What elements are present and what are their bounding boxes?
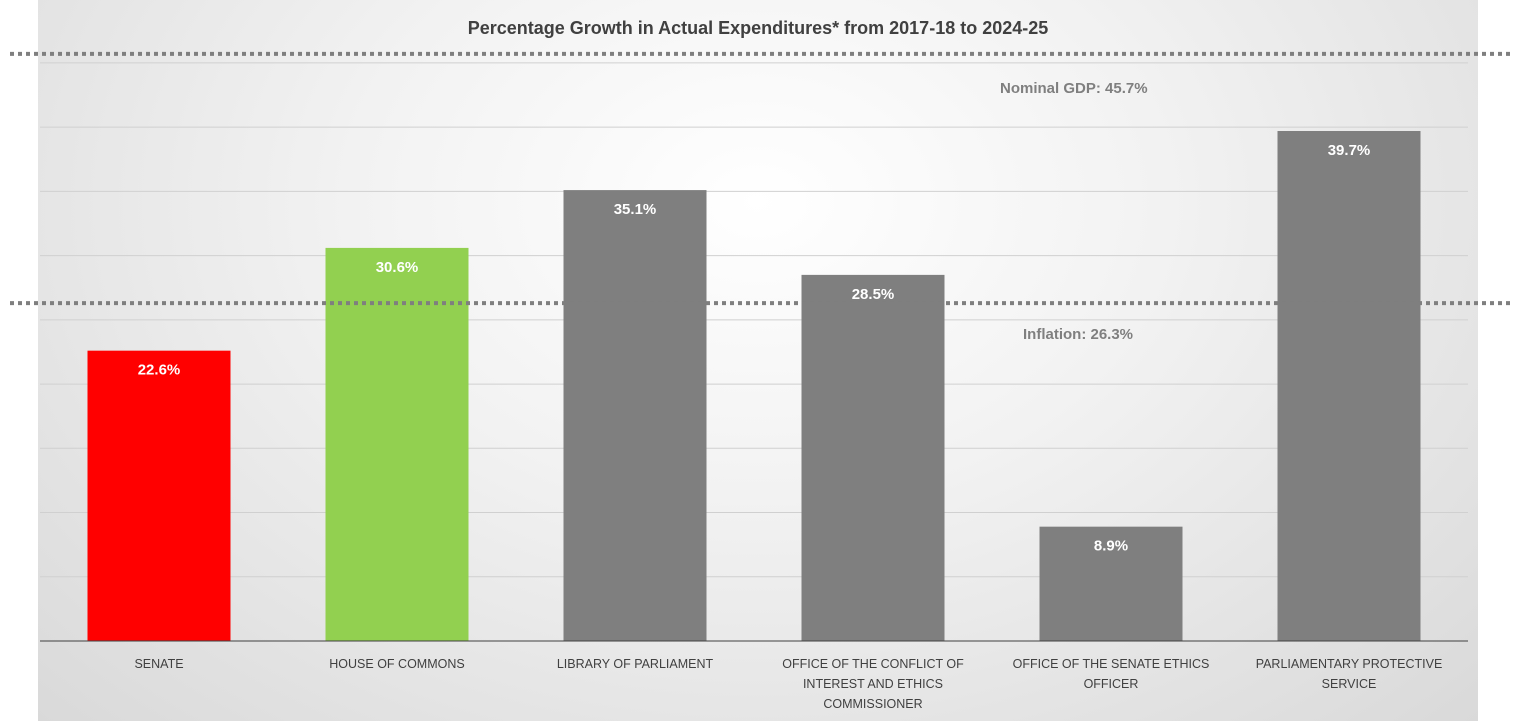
gdp-reference-label: Nominal GDP: 45.7% <box>1000 80 1148 97</box>
data-label: 39.7% <box>1328 142 1371 159</box>
gridlines <box>40 62 1468 578</box>
bar <box>563 190 707 641</box>
data-labels: 22.6% 30.6% 35.1% 28.5% 8.9% 39.7% <box>138 142 1371 555</box>
bar <box>87 350 231 641</box>
bar <box>801 274 945 641</box>
inflation-reference-label: Inflation: 26.3% <box>1023 326 1134 343</box>
bars <box>40 131 1468 642</box>
bar <box>1277 131 1421 641</box>
category-label: LIBRARY OF PARLIAMENT <box>556 657 714 671</box>
category-label: PARLIAMENTARY PROTECTIVE SERVICE <box>1255 657 1443 691</box>
bar <box>1039 526 1183 641</box>
category-label: OFFICE OF THE SENATE ETHICS OFFICER <box>1012 657 1210 691</box>
data-label: 28.5% <box>852 286 895 303</box>
bar <box>325 247 469 641</box>
data-label: 30.6% <box>376 259 419 276</box>
category-label: OFFICE OF THE CONFLICT OF INTEREST AND E… <box>782 657 964 711</box>
data-label: 8.9% <box>1094 538 1128 555</box>
category-label: HOUSE OF COMMONS <box>329 657 465 671</box>
chart-title: Percentage Growth in Actual Expenditures… <box>467 18 1049 38</box>
data-label: 22.6% <box>138 362 181 379</box>
chart-panel <box>38 0 1478 721</box>
data-label: 35.1% <box>614 201 657 218</box>
category-label: SENATE <box>134 657 184 671</box>
reference-lines <box>10 51 1512 306</box>
